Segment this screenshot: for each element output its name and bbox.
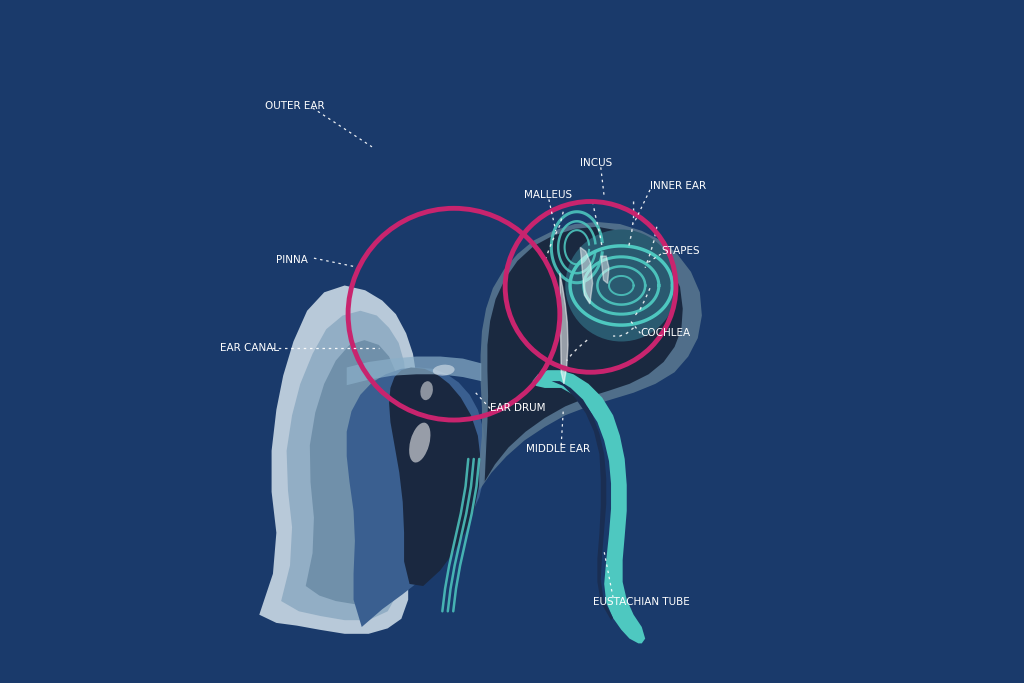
Text: PINNA: PINNA	[276, 255, 308, 264]
Ellipse shape	[433, 365, 455, 376]
Text: EAR DRUM: EAR DRUM	[490, 404, 546, 413]
Polygon shape	[389, 367, 480, 586]
Text: MIDDLE EAR: MIDDLE EAR	[525, 445, 590, 454]
Polygon shape	[601, 256, 609, 283]
Polygon shape	[306, 340, 398, 604]
Circle shape	[565, 229, 677, 342]
Polygon shape	[347, 357, 481, 385]
Text: EUSTACHIAN TUBE: EUSTACHIAN TUBE	[593, 598, 689, 607]
Polygon shape	[282, 311, 407, 620]
Polygon shape	[581, 247, 593, 304]
Polygon shape	[532, 370, 645, 643]
Polygon shape	[560, 273, 568, 384]
Text: INCUS: INCUS	[581, 158, 612, 167]
Ellipse shape	[410, 423, 430, 462]
Text: COCHLEA: COCHLEA	[640, 329, 690, 338]
Polygon shape	[479, 222, 701, 490]
Text: EAR CANAL: EAR CANAL	[220, 344, 279, 353]
Polygon shape	[347, 367, 486, 627]
Text: OUTER EAR: OUTER EAR	[265, 101, 325, 111]
Polygon shape	[259, 285, 417, 634]
Text: INNER EAR: INNER EAR	[650, 181, 707, 191]
Ellipse shape	[420, 381, 433, 400]
Polygon shape	[552, 381, 613, 620]
Polygon shape	[484, 227, 683, 482]
Text: MALLEUS: MALLEUS	[524, 190, 572, 199]
Text: STAPES: STAPES	[660, 247, 699, 256]
